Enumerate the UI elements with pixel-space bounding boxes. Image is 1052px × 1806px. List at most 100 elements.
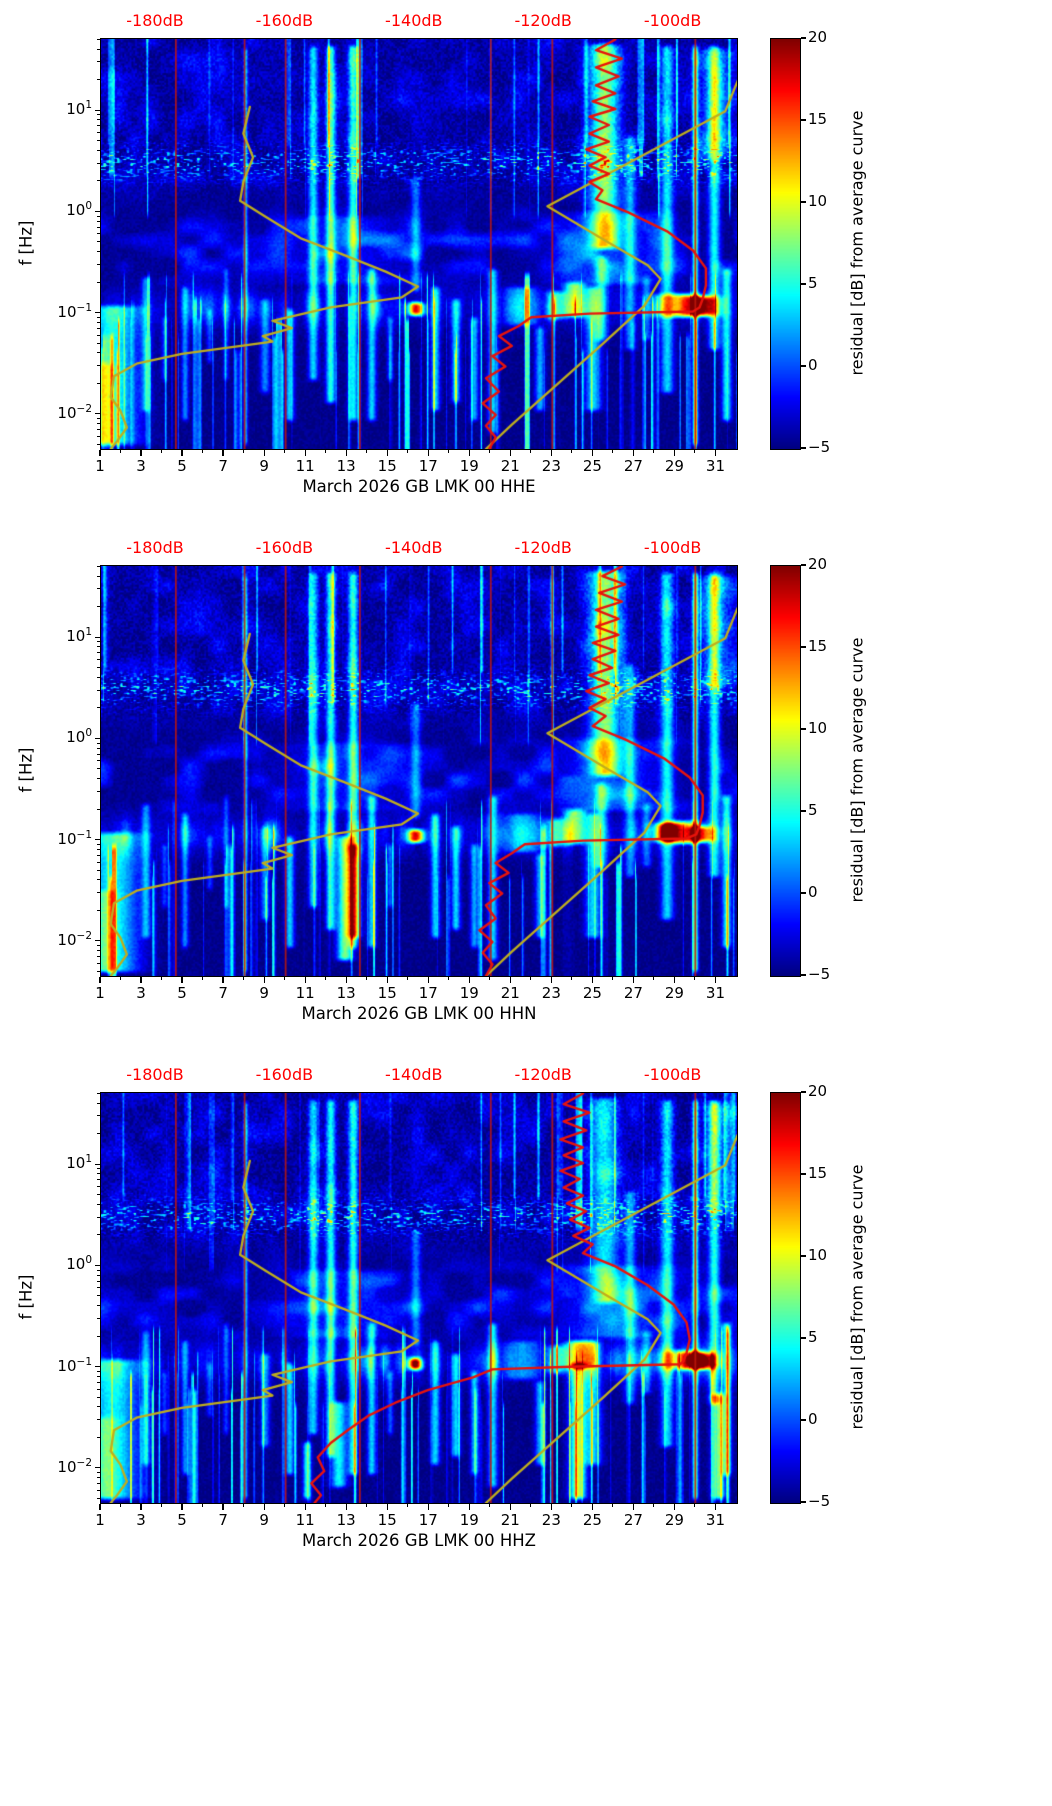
x-tick-label: 11	[295, 457, 315, 475]
x-tick-label: 9	[259, 984, 269, 1002]
y-tick-label: 100	[42, 200, 92, 219]
y-minor-tick	[96, 1419, 100, 1421]
y-minor-tick	[96, 861, 100, 863]
x-major-tick	[714, 450, 717, 456]
x-minor-tick	[489, 977, 491, 981]
y-minor-tick	[96, 443, 100, 445]
colorbar-tick	[801, 1337, 806, 1339]
y-minor-tick	[96, 565, 100, 567]
x-major-tick	[263, 1504, 265, 1510]
y-tick-base: 10	[57, 403, 77, 422]
colorbar-tick	[801, 365, 806, 367]
x-tick-label: 9	[259, 457, 269, 475]
x-minor-tick	[407, 977, 409, 981]
y-minor-tick	[96, 747, 100, 749]
x-major-tick	[386, 450, 388, 456]
colorbar-tick	[801, 564, 806, 566]
x-major-tick	[714, 1504, 717, 1510]
x-tick-label: 17	[418, 984, 438, 1002]
x-major-tick	[181, 450, 183, 456]
y-tick-label: 101	[42, 626, 92, 645]
colorbar-tick-label: 10	[808, 192, 828, 210]
top-db-label: -100dB	[643, 11, 702, 30]
x-major-tick	[468, 977, 470, 983]
x-tick-label: 11	[295, 1511, 315, 1529]
y-minor-tick	[96, 327, 100, 329]
y-minor-tick	[96, 1216, 100, 1218]
x-minor-tick	[120, 1504, 122, 1508]
y-minor-tick	[96, 869, 100, 871]
y-minor-tick	[96, 1168, 100, 1170]
x-minor-tick	[243, 450, 245, 454]
x-major-tick	[304, 1504, 306, 1510]
x-major-tick	[550, 977, 552, 983]
x-tick-label: 27	[623, 457, 643, 475]
y-tick-label: 101	[42, 1153, 92, 1172]
y-minor-tick	[96, 641, 100, 643]
x-major-tick	[427, 977, 429, 983]
colorbar-tick	[801, 119, 806, 121]
top-db-label: -160dB	[255, 538, 314, 557]
colorbar-gradient	[771, 1093, 800, 1503]
y-minor-tick	[96, 61, 100, 63]
y-minor-tick	[96, 1370, 100, 1372]
colorbar-tick-label: 20	[808, 1082, 828, 1100]
x-minor-tick	[243, 1504, 245, 1508]
x-minor-tick	[202, 977, 204, 981]
y-minor-tick	[96, 132, 100, 134]
y-minor-tick	[96, 646, 100, 648]
y-tick-label: 101	[42, 99, 92, 118]
y-axis-label-text: f [Hz]	[16, 220, 36, 266]
y-minor-tick	[96, 119, 100, 121]
y-minor-tick	[96, 365, 100, 367]
colorbar-tick-label: 20	[808, 28, 828, 46]
top-db-label: -160dB	[255, 11, 314, 30]
y-tick-base: 10	[57, 1356, 77, 1375]
colorbar-tick-label: 0	[808, 1410, 818, 1428]
x-major-tick	[99, 450, 101, 456]
x-minor-tick	[161, 977, 163, 981]
colorbar-tick-label: −5	[808, 1492, 831, 1510]
top-db-label: -180dB	[126, 1065, 184, 1084]
y-minor-tick	[96, 808, 100, 810]
x-tick-label: 31	[705, 457, 726, 475]
x-major-tick	[632, 977, 634, 983]
x-major-tick	[509, 450, 511, 456]
y-major-tick	[94, 210, 100, 212]
x-tick-label: 3	[136, 984, 146, 1002]
y-tick-exponent: −1	[76, 1355, 92, 1368]
x-major-tick	[591, 1504, 593, 1510]
colorbar-tick	[801, 974, 806, 976]
x-tick-label: 21	[500, 1511, 520, 1529]
x-major-tick	[427, 450, 429, 456]
y-tick-base: 10	[66, 728, 86, 747]
y-minor-tick	[96, 48, 100, 50]
x-tick-label: 13	[336, 984, 356, 1002]
colorbar-label-text: residual [dB] from average curve	[847, 637, 867, 903]
x-minor-tick	[530, 977, 532, 981]
x-minor-tick	[694, 450, 696, 454]
x-tick-label: 25	[582, 1511, 602, 1529]
x-minor-tick	[120, 450, 122, 454]
y-minor-tick	[96, 180, 100, 182]
x-major-tick	[550, 1504, 552, 1510]
x-tick-label: 5	[177, 457, 187, 475]
y-major-tick	[94, 1467, 100, 1469]
x-major-tick	[550, 450, 552, 456]
x-minor-tick	[366, 1504, 368, 1508]
y-minor-tick	[96, 1477, 100, 1479]
x-tick-label: 15	[377, 1511, 397, 1529]
x-major-tick	[222, 1504, 224, 1510]
y-tick-label: 100	[42, 1254, 92, 1273]
top-db-label: -160dB	[255, 1065, 314, 1084]
x-tick-label: 17	[418, 1511, 438, 1529]
x-major-tick	[222, 977, 224, 983]
x-minor-tick	[366, 450, 368, 454]
x-tick-label: 19	[459, 984, 479, 1002]
x-tick-label: 21	[500, 984, 520, 1002]
y-major-tick	[94, 940, 100, 942]
y-tick-base: 10	[57, 302, 77, 321]
